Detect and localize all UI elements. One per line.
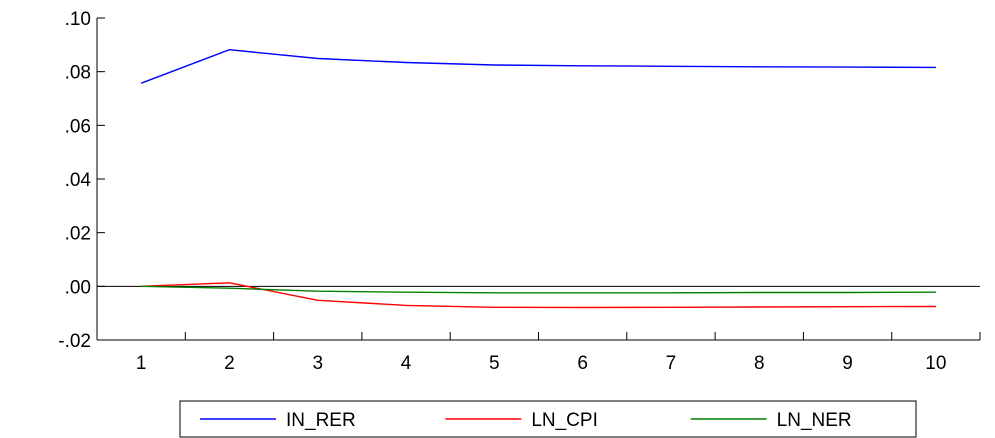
legend: IN_RER LN_CPI LN_NER (179, 400, 917, 438)
x-tick-label: 2 (224, 353, 235, 374)
x-tick-label: 9 (842, 353, 853, 374)
series-line-in-rer (140, 48, 936, 84)
y-tick-label: -.02 (58, 331, 91, 352)
y-axis: -.02 .00 .02 .04 .06 .08 .10 (58, 9, 105, 352)
series-layer (140, 48, 936, 309)
series-line-ln-ner (141, 285, 936, 294)
x-tick-label: 5 (489, 353, 500, 374)
legend-label: IN_RER (286, 410, 356, 431)
y-tick-label: .10 (65, 9, 91, 30)
x-tick-label: 3 (312, 353, 323, 374)
legend-box (179, 400, 917, 438)
x-tick-label: 1 (136, 353, 147, 374)
y-tick-label: .08 (65, 63, 91, 84)
x-tick-label: 4 (401, 353, 412, 374)
x-tick-label: 10 (925, 353, 946, 374)
x-axis: 1 2 3 4 5 6 7 8 9 10 (96, 332, 981, 374)
y-tick-label: .02 (65, 224, 91, 245)
legend-label: LN_NER (777, 410, 852, 431)
x-tick-label: 8 (754, 353, 765, 374)
y-tick-label: .06 (65, 116, 91, 137)
y-tick-label: .00 (65, 277, 91, 298)
plot-area (96, 18, 980, 341)
series-line-ln-cpi (141, 282, 936, 309)
legend-label: LN_CPI (531, 410, 598, 431)
x-tick-label: 7 (666, 353, 677, 374)
y-tick-label: .04 (65, 170, 92, 191)
x-tick-label: 6 (577, 353, 588, 374)
